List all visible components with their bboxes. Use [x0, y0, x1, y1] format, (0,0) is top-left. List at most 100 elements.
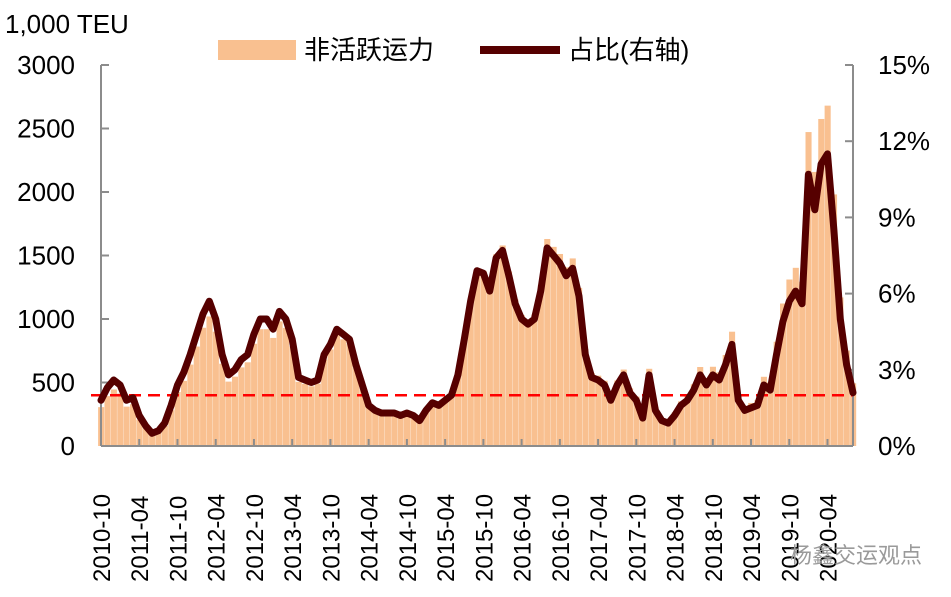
bar — [531, 314, 538, 446]
x-tick-label: 2014-10 — [395, 494, 422, 582]
legend-label-line: 占比(右轴) — [568, 35, 689, 65]
x-tick-label: 2017-04 — [586, 494, 613, 582]
bar — [365, 406, 372, 446]
right-tick-label: 9% — [878, 202, 916, 232]
bar — [353, 368, 360, 446]
bar — [467, 299, 474, 446]
bar — [161, 425, 168, 446]
bar — [678, 401, 685, 446]
bar — [729, 331, 736, 446]
bar — [505, 271, 513, 446]
x-tick-label: 2014-04 — [357, 494, 384, 582]
bar — [340, 339, 347, 446]
bar — [512, 299, 519, 446]
bar — [499, 245, 506, 446]
bar — [276, 321, 283, 446]
bar — [627, 388, 634, 446]
x-tick-label: 2011-04 — [127, 496, 154, 582]
x-tick-label: 2015-10 — [471, 494, 498, 582]
bar — [200, 327, 207, 446]
x-tick-label: 2017-10 — [624, 494, 651, 582]
bar — [576, 287, 583, 446]
bar — [308, 386, 315, 446]
bar — [537, 284, 544, 446]
bar — [282, 327, 289, 446]
x-tick-label: 2011-10 — [165, 496, 192, 582]
x-tick-label: 2020-04 — [816, 494, 843, 582]
bar — [799, 281, 806, 446]
bar — [238, 367, 245, 446]
bar — [697, 367, 704, 446]
bar — [652, 407, 659, 446]
left-axis-unit: 1,000 TEU — [5, 9, 129, 39]
bar — [110, 389, 117, 446]
bar — [569, 258, 576, 446]
bar — [327, 349, 334, 446]
bar — [709, 366, 716, 446]
left-tick-label: 2000 — [17, 177, 75, 207]
x-tick-label: 2015-04 — [433, 494, 460, 582]
bar — [518, 315, 525, 446]
left-tick-label: 1500 — [17, 241, 75, 271]
bar — [397, 416, 404, 446]
right-tick-label: 15% — [878, 50, 930, 80]
bar — [302, 383, 309, 446]
bar — [270, 337, 277, 446]
bar — [767, 382, 774, 446]
bar — [206, 316, 213, 446]
bar — [384, 413, 391, 446]
bar — [486, 288, 493, 446]
bar — [423, 410, 430, 446]
bar — [614, 380, 621, 446]
bar — [754, 399, 761, 446]
legend: 非活跃运力 占比(右轴) — [218, 35, 689, 65]
bar — [174, 392, 181, 446]
bar — [136, 419, 143, 446]
legend-label-bar: 非活跃运力 — [304, 35, 434, 65]
x-tick-label: 2019-10 — [777, 494, 804, 582]
x-tick-label: 2019-04 — [739, 494, 766, 582]
bar — [429, 403, 436, 446]
x-tick-label: 2013-04 — [280, 494, 307, 582]
bar — [601, 380, 608, 446]
bar — [263, 329, 270, 446]
bar — [155, 432, 162, 446]
bar — [480, 270, 487, 446]
bar — [550, 246, 557, 446]
watermark: 杨鑫交运观点 — [790, 544, 922, 569]
bar — [703, 378, 710, 446]
left-tick-label: 1000 — [17, 304, 75, 334]
bar — [690, 384, 697, 446]
bar — [639, 415, 646, 446]
bar — [620, 369, 627, 446]
legend-swatch-bar — [218, 40, 296, 60]
bar — [588, 373, 595, 446]
bar — [544, 238, 551, 446]
bar — [359, 387, 366, 446]
bar — [142, 428, 149, 446]
x-tick-label: 2010-10 — [89, 494, 116, 582]
x-tick-label: 2013-10 — [318, 494, 345, 582]
bar — [716, 372, 723, 446]
bar — [493, 254, 500, 446]
bar — [658, 418, 665, 446]
bar — [773, 341, 780, 446]
bar — [474, 268, 481, 446]
bar — [665, 420, 672, 446]
bar — [563, 267, 570, 446]
x-tick-label: 2018-10 — [701, 494, 728, 582]
bar — [104, 396, 111, 446]
bar — [321, 359, 328, 446]
bar — [149, 434, 156, 446]
bar — [461, 338, 468, 446]
x-tick-label: 2012-04 — [204, 494, 231, 582]
bar — [180, 380, 188, 446]
bar — [117, 393, 124, 446]
bar — [837, 297, 844, 446]
x-tick-label: 2016-04 — [510, 494, 537, 582]
bar — [314, 383, 321, 446]
bar — [129, 404, 137, 446]
bar — [582, 349, 589, 446]
